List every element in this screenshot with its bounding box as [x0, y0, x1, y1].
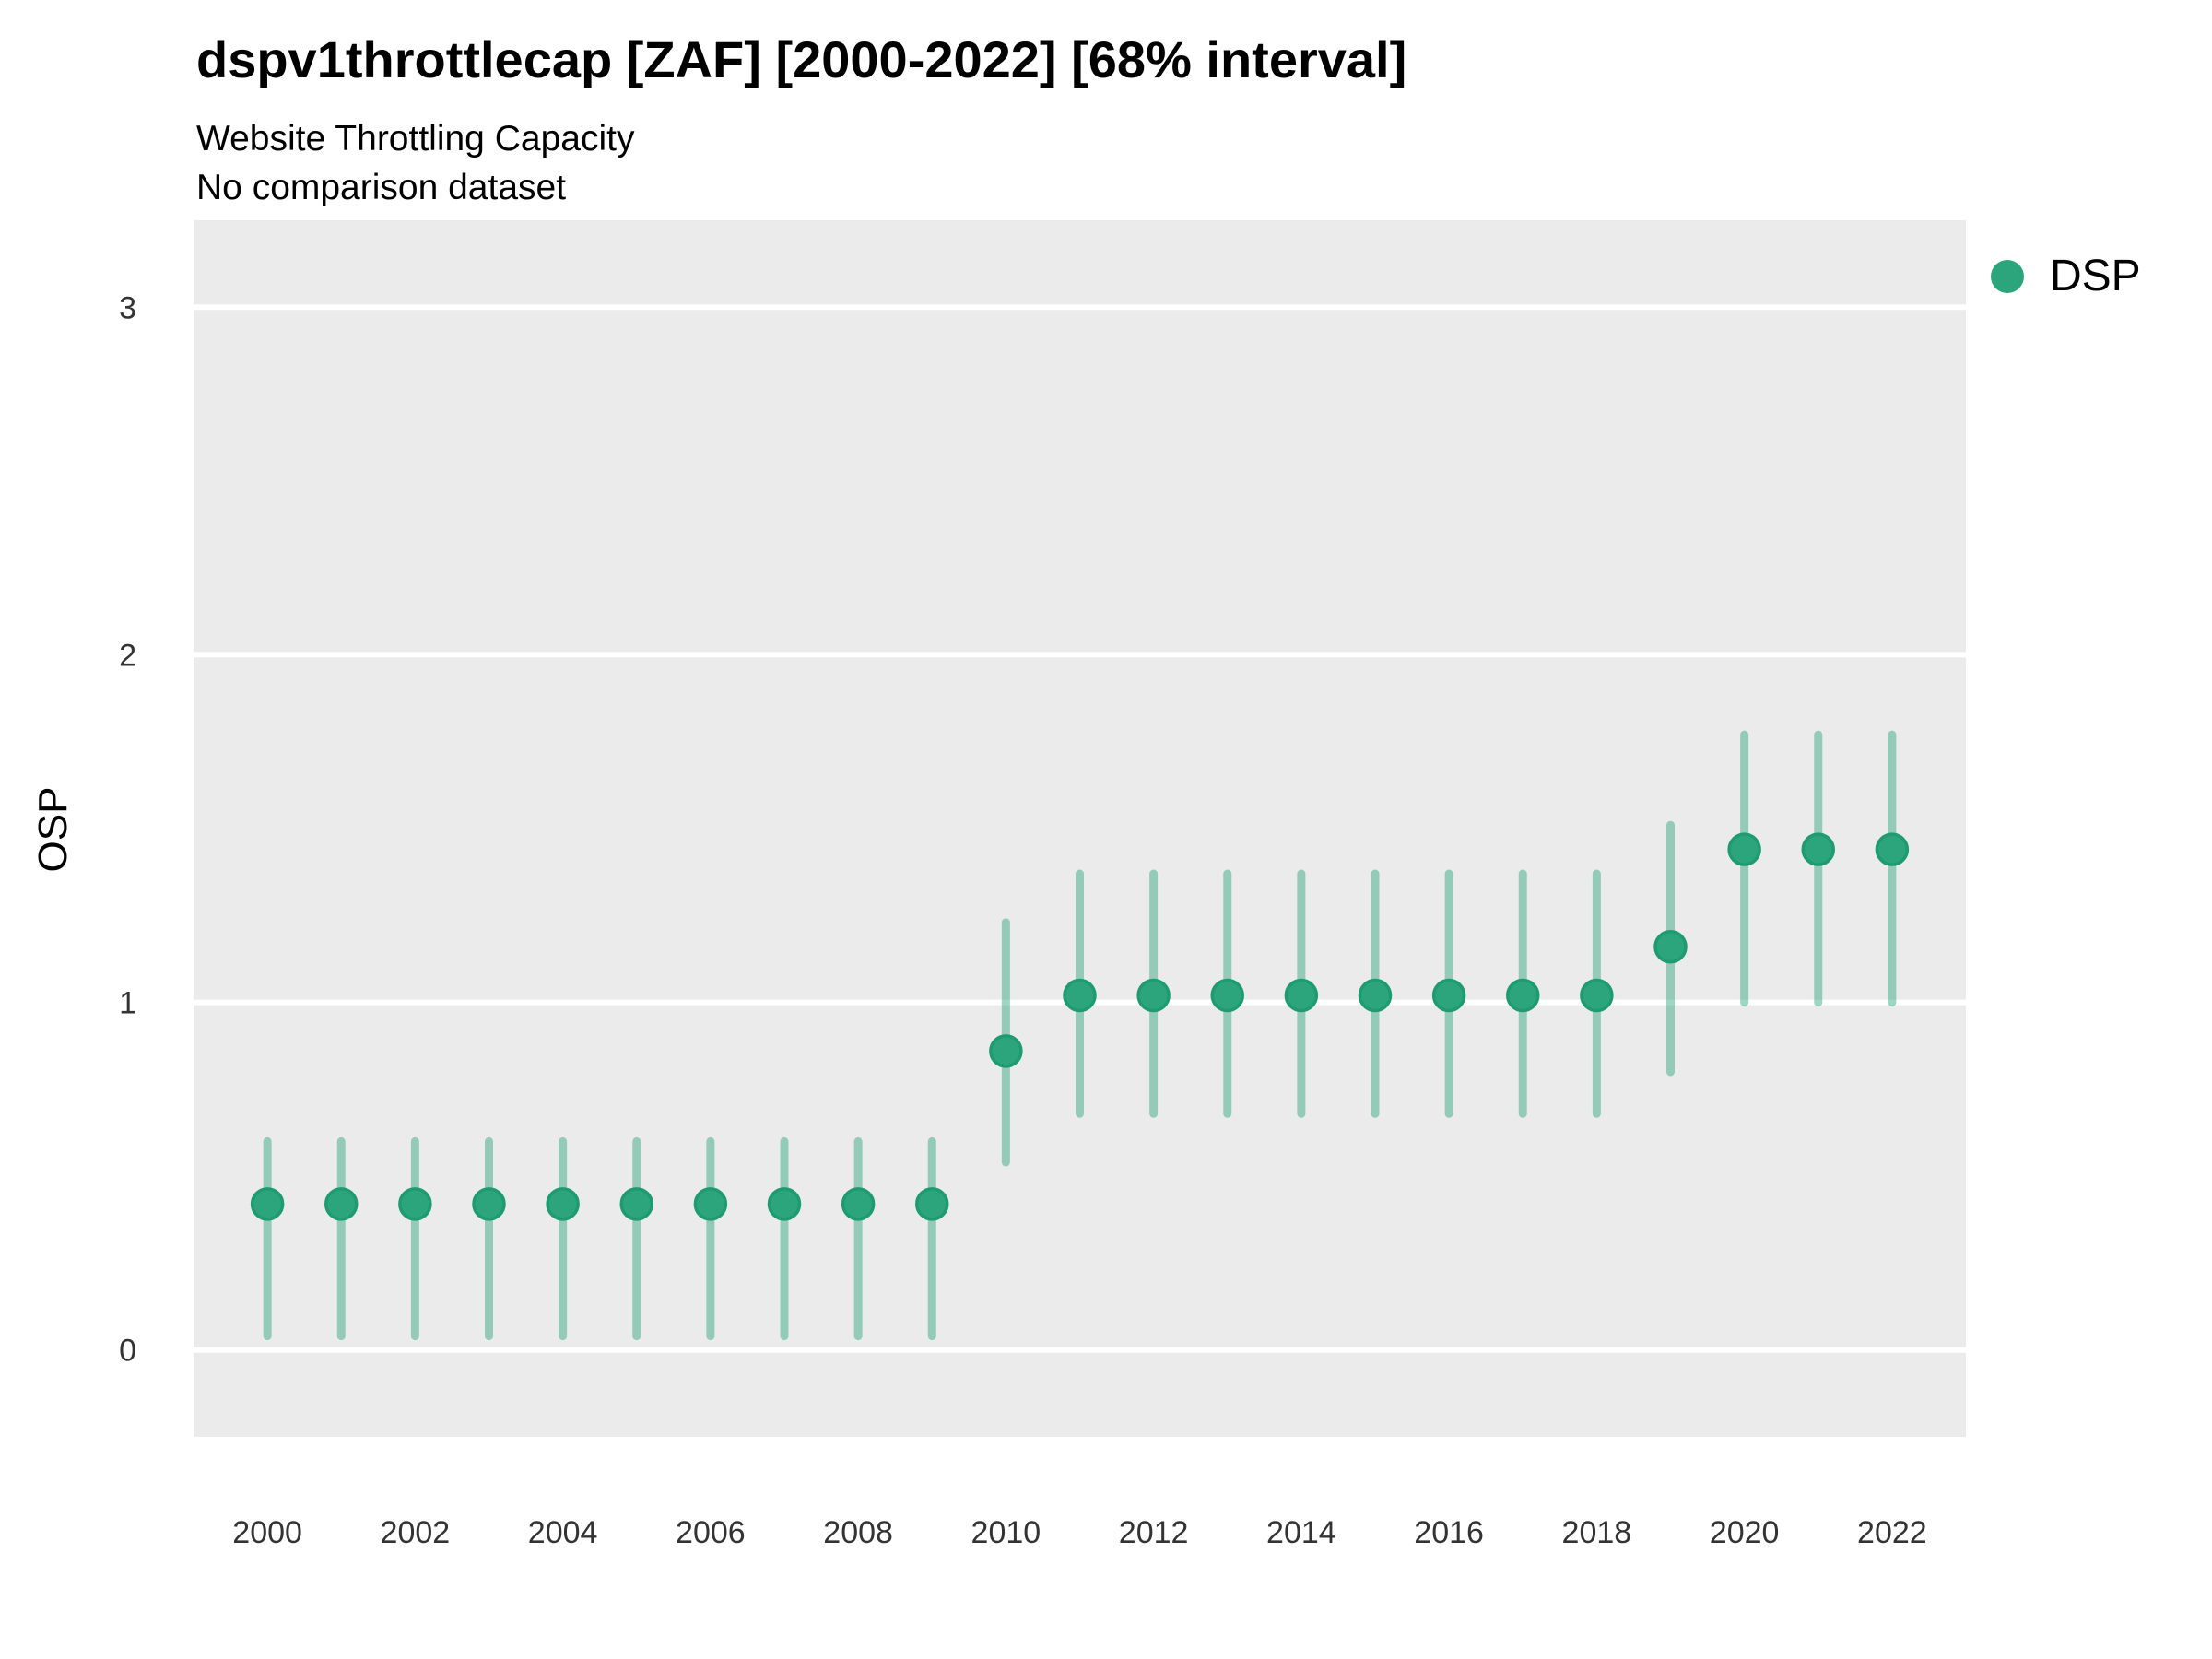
data-point — [841, 1187, 876, 1221]
data-point — [1653, 929, 1688, 964]
x-tick-label: 2000 — [232, 1515, 302, 1550]
chart-subtitle: Website Throttling Capacity — [196, 119, 635, 159]
legend: DSP — [1991, 251, 2141, 301]
data-point — [398, 1187, 432, 1221]
data-point — [1801, 832, 1835, 866]
data-point — [619, 1187, 653, 1221]
data-point — [324, 1187, 359, 1221]
x-tick-label: 2012 — [1119, 1515, 1189, 1550]
data-point — [1506, 978, 1540, 1013]
data-point — [989, 1034, 1023, 1068]
data-point — [1431, 978, 1466, 1013]
x-tick-label: 2008 — [823, 1515, 893, 1550]
x-tick-label: 2016 — [1414, 1515, 1484, 1550]
data-point — [1284, 978, 1319, 1013]
x-tick-label: 2018 — [1562, 1515, 1632, 1550]
x-tick-label: 2020 — [1710, 1515, 1780, 1550]
chart-title: dspv1throttlecap [ZAF] [2000-2022] [68% … — [196, 30, 1407, 88]
data-point — [546, 1187, 580, 1221]
data-point — [1136, 978, 1171, 1013]
data-point — [915, 1187, 949, 1221]
comparison-note: No comparison dataset — [196, 168, 567, 207]
data-point — [1210, 978, 1244, 1013]
x-tick-label: 2006 — [676, 1515, 746, 1550]
data-point — [1358, 978, 1393, 1013]
data-point — [1727, 832, 1761, 866]
data-point — [1063, 978, 1097, 1013]
legend-label-dsp: DSP — [2050, 252, 2141, 300]
panel-background — [194, 220, 1966, 1437]
y-tick-label: 0 — [119, 1334, 136, 1369]
y-tick-label: 3 — [119, 290, 136, 325]
data-point — [693, 1187, 728, 1221]
y-tick-label: 1 — [119, 986, 136, 1021]
x-tick-label: 2010 — [971, 1515, 1041, 1550]
x-tick-label: 2002 — [381, 1515, 451, 1550]
x-tick-label: 2022 — [1857, 1515, 1927, 1550]
x-tick-label: 2014 — [1266, 1515, 1336, 1550]
data-point — [250, 1187, 285, 1221]
y-tick-label: 2 — [119, 638, 136, 673]
data-point — [472, 1187, 506, 1221]
legend-marker-circle-icon — [1991, 259, 2024, 293]
data-point — [1580, 978, 1614, 1013]
data-point — [1875, 832, 1910, 866]
x-tick-label: 2004 — [528, 1515, 598, 1550]
data-point — [767, 1187, 802, 1221]
